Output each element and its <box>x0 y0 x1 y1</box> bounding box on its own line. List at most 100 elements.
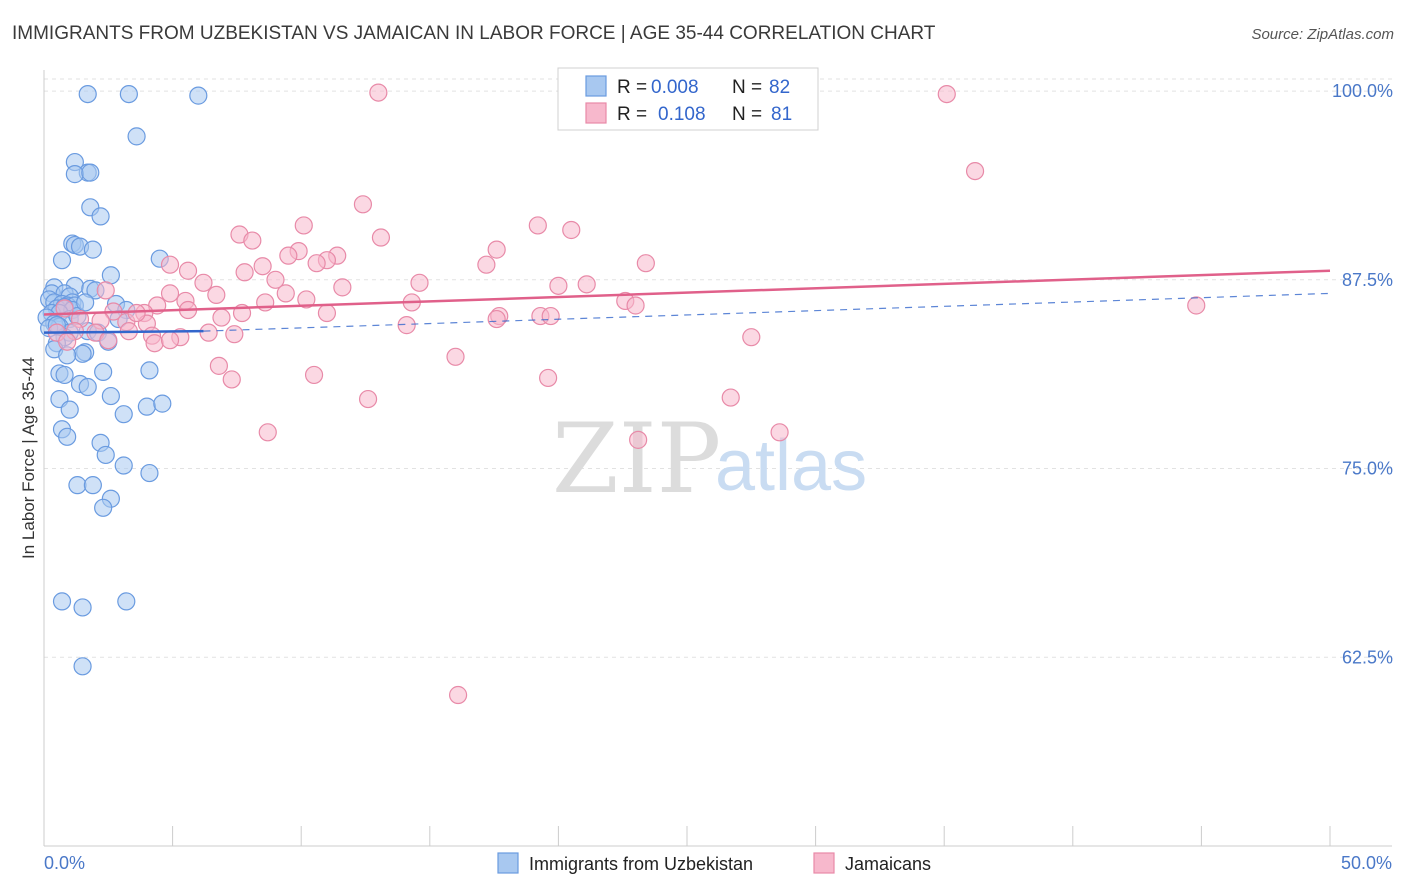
point-jamaica-12 <box>279 246 298 265</box>
bottom-legend-label-jamaica: Jamaicans <box>845 854 931 874</box>
point-jamaica-59 <box>145 334 164 353</box>
point-jamaica-26 <box>577 275 596 294</box>
point-jamaica-25 <box>549 276 568 295</box>
point-jamaica-79 <box>96 281 115 300</box>
y-tick-label-2: 75.0% <box>1342 459 1393 479</box>
bottom-legend-swatch-uzbekistan <box>497 852 519 874</box>
point-uzbekistan-74 <box>73 657 92 676</box>
point-jamaica-41 <box>317 303 337 323</box>
trend-lines <box>43 269 1331 334</box>
point-uzbekistan-50 <box>55 365 74 385</box>
point-jamaica-76 <box>160 331 180 350</box>
bottom-legend-swatch-jamaica <box>813 852 835 874</box>
point-uzbekistan-62 <box>58 427 77 446</box>
point-uzbekistan-16 <box>101 266 120 285</box>
point-uzbekistan-0 <box>78 84 97 104</box>
legend-r-value-1: 0.108 <box>658 104 706 125</box>
point-jamaica-63 <box>222 370 241 389</box>
point-jamaica-21 <box>235 263 254 282</box>
point-jamaica-24 <box>410 273 429 292</box>
point-jamaica-19 <box>160 255 180 274</box>
legend-box: R = 0.008 N = 82 R = 0.108 N = 81 <box>557 67 819 131</box>
point-uzbekistan-70 <box>94 498 113 517</box>
point-uzbekistan-65 <box>114 456 133 475</box>
point-uzbekistan-1 <box>119 84 138 104</box>
axes <box>43 70 1392 847</box>
point-jamaica-6 <box>562 220 581 240</box>
legend-n-label-1: N = <box>732 104 762 125</box>
y-axis-label: In Labor Force | Age 35-44 <box>19 357 38 559</box>
y-tick-label-3: 62.5% <box>1342 647 1393 667</box>
point-jamaica-4 <box>528 216 547 235</box>
x-tick-min: 0.0% <box>44 853 85 873</box>
point-uzbekistan-2 <box>189 86 208 105</box>
point-jamaica-23 <box>194 273 213 292</box>
point-jamaica-70 <box>770 423 789 442</box>
legend-r-value-0: 0.008 <box>651 77 699 98</box>
point-jamaica-64 <box>304 365 324 385</box>
point-jamaica-75 <box>626 296 645 315</box>
point-uzbekistan-66 <box>140 463 159 483</box>
point-uzbekistan-13 <box>83 240 102 259</box>
legend-n-label-0: N = <box>732 77 762 98</box>
point-jamaica-29 <box>207 285 226 305</box>
point-jamaica-8 <box>243 231 262 250</box>
point-jamaica-61 <box>446 347 465 366</box>
point-jamaica-72 <box>1187 296 1206 315</box>
point-jamaica-43 <box>487 309 506 329</box>
trend-jamaica <box>43 269 1331 316</box>
y-tick-label-0: 100.0% <box>1332 81 1393 101</box>
point-jamaica-58 <box>58 332 77 351</box>
x-tick-max: 50.0% <box>1341 853 1392 873</box>
point-jamaica-74 <box>541 306 560 326</box>
trend-uzbekistan <box>43 329 204 334</box>
point-uzbekistan-59 <box>137 397 156 416</box>
trend-uzbekistan-dashed <box>203 292 1331 332</box>
series-jamaica <box>47 83 1206 705</box>
point-jamaica-18 <box>636 254 655 273</box>
point-jamaica-20 <box>178 261 198 280</box>
point-jamaica-60 <box>225 325 244 344</box>
point-jamaica-69 <box>629 430 648 449</box>
point-uzbekistan-73 <box>117 592 136 611</box>
point-uzbekistan-81 <box>76 293 95 312</box>
y-tick-labels: 100.0% 87.5% 75.0% 62.5% <box>1332 81 1393 667</box>
watermark-zip: ZIP <box>552 403 721 515</box>
legend-r-label-1: R = <box>617 104 647 125</box>
point-jamaica-77 <box>127 303 146 323</box>
point-jamaica-30 <box>297 290 316 309</box>
y-tick-label-1: 87.5% <box>1342 270 1393 290</box>
chart-title: IMMIGRANTS FROM UZBEKISTAN VS JAMAICAN I… <box>12 23 936 44</box>
watermark-atlas: atlas <box>715 426 867 506</box>
point-jamaica-16 <box>253 257 272 276</box>
point-jamaica-68 <box>258 423 277 442</box>
point-jamaica-2 <box>965 162 985 181</box>
point-jamaica-9 <box>371 228 391 247</box>
point-uzbekistan-9 <box>91 207 110 226</box>
bottom-legend-label-uzbekistan: Immigrants from Uzbekistan <box>529 854 753 874</box>
point-jamaica-66 <box>358 389 378 409</box>
point-uzbekistan-55 <box>101 386 120 406</box>
point-jamaica-71 <box>448 685 468 705</box>
point-uzbekistan-7 <box>81 163 100 182</box>
point-jamaica-56 <box>199 323 218 342</box>
point-jamaica-3 <box>353 195 373 214</box>
point-jamaica-22 <box>266 270 285 289</box>
point-uzbekistan-51 <box>94 362 113 382</box>
chart-source: Source: ZipAtlas.com <box>1251 26 1394 43</box>
point-jamaica-57 <box>99 331 118 350</box>
point-jamaica-1 <box>937 84 956 104</box>
legend-n-value-0: 82 <box>769 77 790 98</box>
point-uzbekistan-67 <box>68 476 87 495</box>
series-uzbekistan <box>37 84 208 676</box>
point-jamaica-10 <box>487 240 506 259</box>
point-jamaica-65 <box>539 368 558 388</box>
point-jamaica-28 <box>160 284 180 303</box>
grid <box>44 78 1392 658</box>
legend-r-label-0: R = <box>617 77 647 98</box>
x-tick-marks <box>43 826 1331 846</box>
watermark: ZIP atlas <box>552 403 867 515</box>
point-uzbekistan-68 <box>83 476 102 495</box>
point-jamaica-0 <box>369 83 388 102</box>
